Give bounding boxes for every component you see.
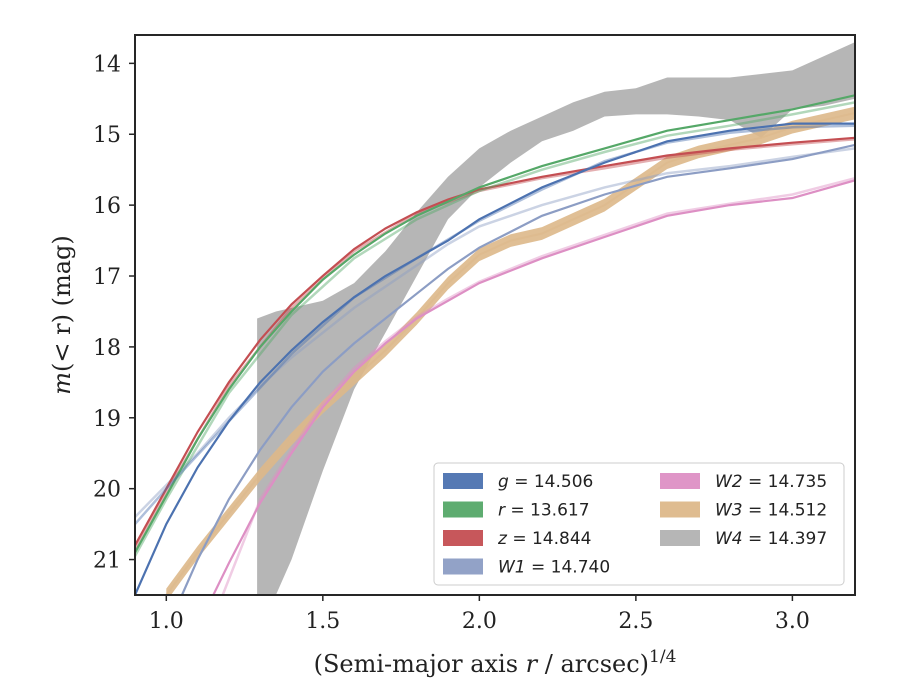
y-tick-label: 20 (93, 478, 121, 503)
legend-label-w1: W1 = 14.740 (498, 558, 610, 578)
legend-swatch-w4 (660, 530, 700, 546)
x-axis: 1.0 1.5 2.0 2.5 3.0 (149, 595, 810, 634)
y-tick-label: 15 (93, 123, 121, 148)
y-tick-label: 16 (93, 194, 121, 219)
series-w1-line (180, 143, 855, 595)
legend-label-z: z = 14.844 (497, 529, 591, 549)
legend: g = 14.506 r = 13.617 z = 14.844 W1 = 14.74… (433, 462, 845, 586)
legend-swatch-w1 (443, 558, 483, 575)
x-tick-label: 2.0 (462, 609, 497, 634)
legend-swatch-w3 (660, 501, 700, 518)
plot-frame (134, 34, 856, 596)
series-z-model-line (135, 137, 855, 550)
y-tick-label: 14 (93, 52, 121, 77)
series-z-line (135, 136, 855, 546)
legend-label-w3: W3 = 14.512 (715, 501, 827, 521)
plot-area (135, 42, 855, 595)
series-w4-band (257, 42, 855, 595)
y-axis: 14 15 16 17 18 19 20 21 (93, 52, 135, 574)
legend-swatch-g (443, 473, 483, 489)
y-tick-label: 18 (93, 336, 121, 361)
legend-swatch-r (443, 501, 483, 518)
series-w2-model-line (221, 176, 855, 595)
x-axis-label: (Semi-major axis r / arcsec)1/4 (314, 647, 677, 678)
series-r-line (135, 94, 855, 554)
x-tick-label: 1.0 (149, 609, 184, 634)
series-w3-line (165, 112, 855, 595)
series-w1-model-line (135, 147, 855, 518)
legend-swatch-z (443, 530, 483, 546)
legend-label-r: r = 13.617 (498, 501, 590, 521)
y-axis-label: m(< r) (mag) (48, 235, 76, 395)
x-tick-label: 3.0 (775, 609, 810, 634)
legend-label-w2: W2 = 14.735 (715, 472, 827, 492)
series-w2-line (212, 179, 855, 595)
legend-label-w4: W4 = 14.397 (715, 529, 827, 549)
legend-swatch-w2 (660, 473, 700, 489)
legend-box (433, 462, 845, 586)
y-tick-label: 19 (93, 407, 121, 432)
series-r-model-line (135, 101, 855, 557)
x-tick-label: 1.5 (305, 609, 340, 634)
x-tick-label: 2.5 (618, 609, 653, 634)
y-tick-label: 17 (93, 265, 121, 290)
legend-label-g: g = 14.506 (498, 472, 593, 492)
series-g-line (135, 122, 855, 595)
y-tick-label: 21 (93, 549, 121, 574)
